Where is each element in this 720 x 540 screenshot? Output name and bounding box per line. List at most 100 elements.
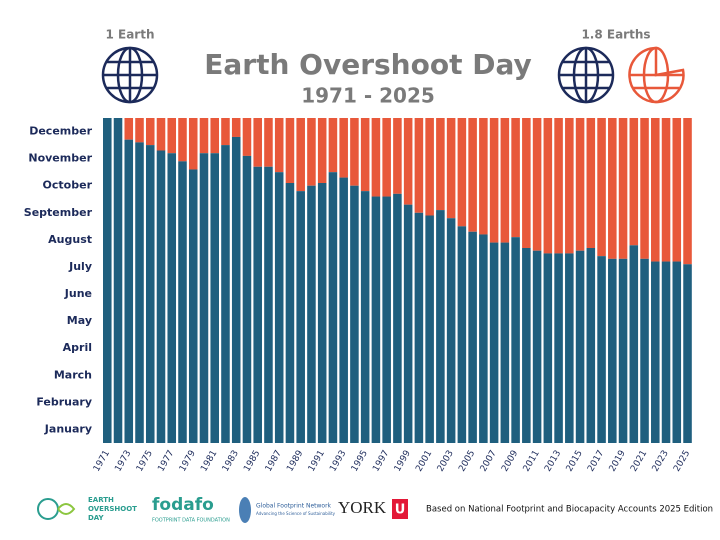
bar bbox=[446, 218, 456, 443]
overshoot-bar bbox=[350, 118, 359, 186]
eod-logo-loop bbox=[57, 503, 76, 515]
overshoot-bar bbox=[231, 118, 241, 137]
bar bbox=[231, 136, 241, 444]
gfn-logo-icon bbox=[239, 497, 251, 523]
y-tick-label: September bbox=[24, 206, 93, 219]
overshoot-bar bbox=[145, 118, 155, 146]
overshoot-bar bbox=[135, 118, 144, 143]
overshoot-bar bbox=[489, 118, 499, 243]
bar bbox=[188, 169, 198, 444]
y-tick-label: February bbox=[36, 395, 92, 408]
bar bbox=[210, 153, 219, 444]
y-tick-label: August bbox=[48, 233, 92, 246]
overshoot-bar bbox=[242, 118, 252, 156]
globe-icon bbox=[557, 46, 615, 104]
y-tick-label: December bbox=[29, 125, 92, 138]
overshoot-bar bbox=[479, 118, 488, 235]
overshoot-bar bbox=[511, 118, 520, 238]
overshoot-bar bbox=[274, 118, 284, 173]
bar bbox=[382, 196, 391, 443]
bar bbox=[113, 118, 123, 443]
bar bbox=[274, 172, 284, 443]
bar bbox=[124, 139, 134, 443]
y-tick-label: June bbox=[64, 287, 92, 300]
bar bbox=[156, 150, 166, 443]
eod-logo-text: OVERSHOOT bbox=[88, 505, 137, 513]
overshoot-bar bbox=[640, 118, 649, 259]
overshoot-bar bbox=[264, 118, 273, 167]
overshoot-bar bbox=[178, 118, 187, 162]
footer-logos: EARTH OVERSHOOT DAY fodafo FOOTPRINT DAT… bbox=[37, 495, 713, 524]
left-caption: 1 Earth bbox=[105, 28, 154, 42]
partial-globe-icon bbox=[628, 46, 685, 104]
overshoot-bar bbox=[253, 118, 262, 167]
bar bbox=[103, 118, 112, 443]
bar bbox=[468, 231, 477, 443]
source-note: Based on National Footprint and Biocapac… bbox=[426, 505, 713, 515]
overshoot-bar bbox=[307, 118, 316, 186]
bar bbox=[317, 183, 327, 443]
york-u: U bbox=[395, 503, 406, 518]
bar bbox=[500, 242, 510, 443]
y-tick-label: July bbox=[68, 260, 92, 273]
overshoot-bar bbox=[210, 118, 219, 154]
overshoot-bar bbox=[328, 118, 338, 173]
gfn-subtitle: Advancing the Science of Sustainability bbox=[256, 511, 336, 516]
chart-title: Earth Overshoot Day bbox=[204, 48, 531, 81]
overshoot-bar bbox=[618, 118, 628, 259]
chart-subtitle: 1971 - 2025 bbox=[301, 84, 435, 108]
overshoot-bar bbox=[360, 118, 370, 192]
overshoot-bar bbox=[661, 118, 671, 262]
y-tick-label: October bbox=[43, 179, 93, 192]
bar bbox=[339, 177, 348, 444]
overshoot-bar bbox=[554, 118, 563, 254]
bar bbox=[522, 248, 531, 443]
bar bbox=[672, 261, 682, 443]
overshoot-bar bbox=[167, 118, 177, 154]
bar bbox=[199, 153, 209, 444]
bar bbox=[221, 145, 230, 444]
overshoot-bar bbox=[436, 118, 445, 211]
overshoot-bar bbox=[446, 118, 456, 219]
bar bbox=[489, 242, 499, 443]
y-tick-label: November bbox=[28, 152, 92, 165]
overshoot-bar bbox=[651, 118, 660, 262]
overshoot-bar bbox=[425, 118, 434, 216]
globe-icon bbox=[101, 46, 159, 104]
y-tick-label: April bbox=[63, 341, 92, 354]
bar bbox=[393, 193, 402, 443]
overshoot-bar bbox=[597, 118, 606, 257]
bar bbox=[543, 253, 553, 443]
bar bbox=[167, 153, 177, 444]
overshoot-bar bbox=[672, 118, 682, 262]
bar bbox=[307, 185, 316, 444]
bar bbox=[651, 261, 660, 443]
overshoot-bar bbox=[156, 118, 166, 151]
bar bbox=[597, 256, 606, 443]
bar bbox=[371, 196, 381, 443]
overshoot-bar bbox=[188, 118, 198, 170]
overshoot-bar bbox=[296, 118, 305, 192]
bar bbox=[264, 166, 273, 443]
gfn-logo: Global Footprint Network bbox=[256, 503, 332, 510]
overshoot-bar bbox=[403, 118, 413, 205]
overshoot-bar bbox=[683, 118, 692, 265]
bar bbox=[565, 253, 574, 443]
bar bbox=[253, 166, 262, 443]
bar bbox=[360, 191, 370, 443]
overshoot-bar bbox=[586, 118, 596, 248]
bar bbox=[178, 161, 187, 444]
bar bbox=[532, 250, 542, 443]
overshoot-bar bbox=[199, 118, 209, 154]
bar bbox=[640, 258, 649, 443]
y-tick-label: March bbox=[54, 368, 92, 381]
fodafo-subtitle: FOOTPRINT DATA FOUNDATION bbox=[152, 518, 230, 524]
bar bbox=[479, 234, 488, 443]
bar bbox=[586, 248, 596, 443]
overshoot-bar bbox=[221, 118, 230, 146]
fodafo-logo: fodafo bbox=[152, 495, 214, 515]
overshoot-bar bbox=[532, 118, 542, 251]
eod-logo-text: DAY bbox=[88, 514, 105, 522]
overshoot-bar bbox=[500, 118, 510, 243]
